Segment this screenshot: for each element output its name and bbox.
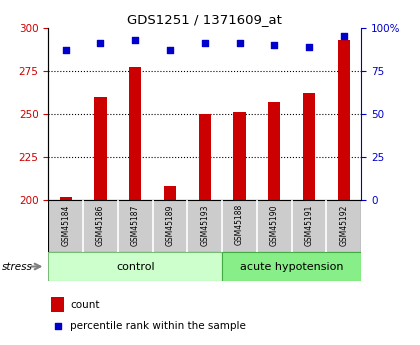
Text: GSM45191: GSM45191	[304, 204, 314, 246]
Point	[167, 47, 173, 53]
Bar	[94, 97, 107, 200]
Bar	[48, 252, 222, 281]
Point	[97, 40, 104, 46]
Bar	[51, 297, 64, 312]
Point	[306, 44, 312, 49]
Bar	[164, 186, 176, 200]
Text: stress: stress	[2, 262, 33, 272]
Text: GSM45193: GSM45193	[200, 204, 209, 246]
Text: GSM45189: GSM45189	[165, 204, 174, 246]
Point	[341, 33, 347, 39]
Text: GSM45187: GSM45187	[131, 204, 140, 246]
Text: count: count	[70, 300, 100, 310]
Text: GSM45186: GSM45186	[96, 204, 105, 246]
Bar	[60, 197, 72, 200]
Text: GSM45190: GSM45190	[270, 204, 279, 246]
Bar	[234, 112, 246, 200]
Point	[271, 42, 278, 48]
Bar	[222, 252, 361, 281]
Bar	[129, 67, 141, 200]
Text: GSM45188: GSM45188	[235, 204, 244, 246]
Text: GSM45192: GSM45192	[339, 204, 348, 246]
Point	[236, 40, 243, 46]
Text: percentile rank within the sample: percentile rank within the sample	[70, 322, 246, 331]
Title: GDS1251 / 1371609_at: GDS1251 / 1371609_at	[127, 13, 282, 27]
Point	[202, 40, 208, 46]
Bar	[268, 102, 281, 200]
Text: acute hypotension: acute hypotension	[240, 262, 344, 272]
Text: GSM45184: GSM45184	[61, 204, 70, 246]
Bar	[303, 93, 315, 200]
Bar	[338, 40, 350, 200]
Bar	[199, 114, 211, 200]
Point	[132, 37, 139, 42]
Text: control: control	[116, 262, 155, 272]
Point	[54, 324, 61, 329]
Point	[62, 47, 69, 53]
